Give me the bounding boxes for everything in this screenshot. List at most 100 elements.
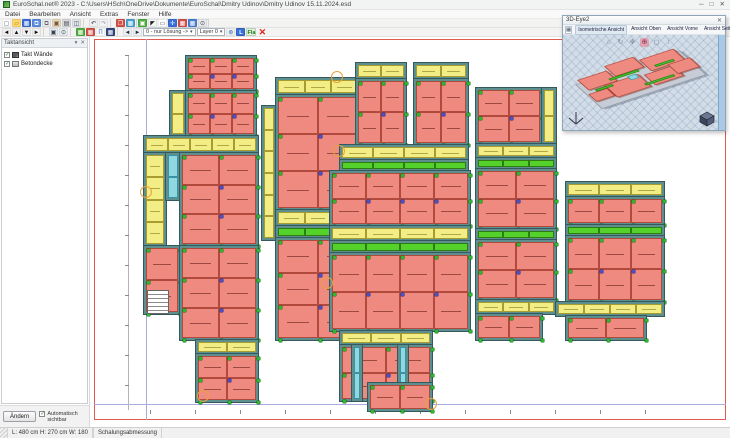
slab-panel[interactable] bbox=[366, 198, 400, 224]
slab-panel[interactable] bbox=[630, 199, 662, 223]
special-panel[interactable] bbox=[168, 176, 178, 198]
zoom-window-icon[interactable]: ▣ bbox=[49, 28, 58, 36]
slab-panel[interactable] bbox=[568, 269, 600, 300]
slab-panel[interactable] bbox=[219, 214, 256, 244]
infill-panel[interactable] bbox=[636, 304, 662, 314]
slab-panel[interactable] bbox=[441, 81, 466, 112]
infill-panel[interactable] bbox=[278, 80, 305, 93]
wall-formwork-panel[interactable] bbox=[435, 162, 466, 169]
position-marker-circle[interactable] bbox=[331, 71, 343, 83]
slab-panel[interactable] bbox=[210, 73, 232, 89]
slab-panel[interactable] bbox=[630, 269, 662, 300]
nav-cube-icon[interactable] bbox=[699, 111, 715, 127]
slab-panel[interactable] bbox=[182, 184, 219, 215]
infill-panel[interactable] bbox=[584, 304, 610, 314]
prop-node-icon[interactable] bbox=[401, 293, 404, 296]
infill-panel[interactable] bbox=[544, 90, 554, 116]
wall-formwork-panel[interactable] bbox=[304, 228, 332, 236]
slab-panel[interactable] bbox=[219, 184, 256, 215]
infill-panel[interactable] bbox=[478, 302, 504, 312]
slab-panel[interactable] bbox=[219, 308, 256, 338]
maximize-button[interactable]: □ bbox=[709, 1, 714, 8]
zoom-icon[interactable]: ⊙ bbox=[198, 19, 207, 27]
minimize-button[interactable]: ─ bbox=[699, 1, 704, 8]
infill-panel[interactable] bbox=[146, 155, 164, 178]
slab-panel[interactable] bbox=[278, 97, 318, 134]
infill-panel[interactable] bbox=[264, 151, 274, 173]
slab-panel[interactable] bbox=[278, 272, 318, 306]
open-folder-icon[interactable]: ▱ bbox=[12, 19, 21, 27]
view-tab-ansicht-oben[interactable]: Ansicht Oben bbox=[631, 25, 662, 32]
panel-pin-icon[interactable]: ▾ bbox=[74, 40, 78, 46]
slab-panel[interactable] bbox=[219, 248, 256, 278]
slab-panel[interactable] bbox=[568, 199, 600, 223]
infill-panel[interactable] bbox=[599, 184, 631, 195]
infill-panel[interactable] bbox=[212, 138, 234, 151]
copy-icon[interactable]: ⧉ bbox=[42, 19, 51, 27]
slab-panel[interactable] bbox=[478, 316, 509, 338]
slab-panel[interactable] bbox=[509, 90, 540, 116]
menu-item-extras[interactable]: Extras bbox=[99, 10, 119, 18]
prop-node-icon[interactable] bbox=[319, 172, 322, 175]
wall-formwork-panel[interactable] bbox=[503, 160, 529, 167]
infill-panel[interactable] bbox=[190, 138, 212, 151]
view-tab-ansicht-seite[interactable]: Ansicht Seite bbox=[703, 25, 730, 32]
menu-item-ansicht[interactable]: Ansicht bbox=[69, 10, 91, 18]
slab-panel[interactable] bbox=[509, 116, 540, 142]
infill-panel[interactable] bbox=[234, 138, 256, 151]
infill-panel[interactable] bbox=[227, 342, 256, 352]
settings-gear-icon[interactable]: ⊛ bbox=[226, 28, 236, 36]
slab-panel[interactable] bbox=[416, 81, 441, 112]
zoom-out-icon[interactable]: ⊙ bbox=[59, 28, 68, 36]
slab-panel[interactable] bbox=[188, 73, 210, 89]
infill-panel[interactable] bbox=[528, 302, 554, 312]
infill-panel[interactable] bbox=[264, 172, 274, 195]
slab-panel[interactable] bbox=[182, 248, 219, 278]
viewer3d-window[interactable]: 3D-Eye2 ✕ ▦ Isometrische Ansicht Ansicht … bbox=[562, 15, 730, 131]
slab-panel[interactable] bbox=[182, 155, 219, 185]
wall-formwork-panel[interactable] bbox=[366, 243, 400, 251]
slab-panel[interactable] bbox=[278, 171, 318, 208]
viewer3d-close-icon[interactable]: ✕ bbox=[716, 17, 722, 24]
slab-panel[interactable] bbox=[400, 292, 434, 329]
prop-node-icon[interactable] bbox=[233, 74, 236, 78]
infill-panel[interactable] bbox=[435, 147, 466, 158]
position-marker-circle[interactable] bbox=[321, 277, 333, 289]
slab-panel[interactable] bbox=[182, 214, 219, 244]
slab-panel[interactable] bbox=[188, 113, 210, 134]
infill-panel[interactable] bbox=[146, 199, 164, 222]
infill-panel[interactable] bbox=[146, 221, 164, 244]
prop-node-icon[interactable] bbox=[517, 200, 520, 203]
slab-panel[interactable] bbox=[188, 58, 210, 74]
infill-panel[interactable] bbox=[400, 333, 430, 343]
slab-panel[interactable] bbox=[516, 270, 554, 298]
infill-panel[interactable] bbox=[404, 147, 435, 158]
infill-panel[interactable] bbox=[366, 228, 400, 239]
infill-panel[interactable] bbox=[544, 116, 554, 142]
infill-panel[interactable] bbox=[381, 65, 404, 77]
infill-panel[interactable] bbox=[630, 184, 662, 195]
slab-panel[interactable] bbox=[358, 112, 381, 143]
slab-panel[interactable] bbox=[232, 113, 254, 134]
change-button[interactable]: Ändern bbox=[3, 411, 37, 422]
table-red-icon[interactable]: ▦ bbox=[178, 19, 187, 27]
prop-node-icon[interactable] bbox=[367, 293, 370, 296]
save-all-icon[interactable]: ⧉ bbox=[32, 19, 41, 27]
tree-item-deck[interactable]: ✓ Betondecke bbox=[4, 59, 85, 68]
infill-panel[interactable] bbox=[528, 146, 554, 156]
checkbox-icon[interactable]: ✓ bbox=[4, 51, 10, 58]
position-marker-circle[interactable] bbox=[425, 398, 437, 410]
move-tool-icon[interactable]: ✛ bbox=[168, 19, 177, 27]
prop-node-icon[interactable] bbox=[387, 374, 390, 377]
infill-panel[interactable] bbox=[568, 184, 600, 195]
view-tab-isometrische-ansicht[interactable]: Isometrische Ansicht bbox=[575, 24, 628, 35]
slab-panel[interactable] bbox=[232, 58, 254, 74]
wall-formwork-panel[interactable] bbox=[599, 227, 631, 234]
prop-node-icon[interactable] bbox=[517, 271, 520, 274]
slab-panel[interactable] bbox=[606, 318, 644, 338]
position-marker-circle[interactable] bbox=[333, 145, 345, 157]
special-panel[interactable] bbox=[354, 347, 360, 373]
wall-formwork-panel[interactable] bbox=[478, 160, 504, 167]
infill-panel[interactable] bbox=[198, 342, 227, 352]
menu-item-datei[interactable]: Datei bbox=[5, 10, 21, 18]
